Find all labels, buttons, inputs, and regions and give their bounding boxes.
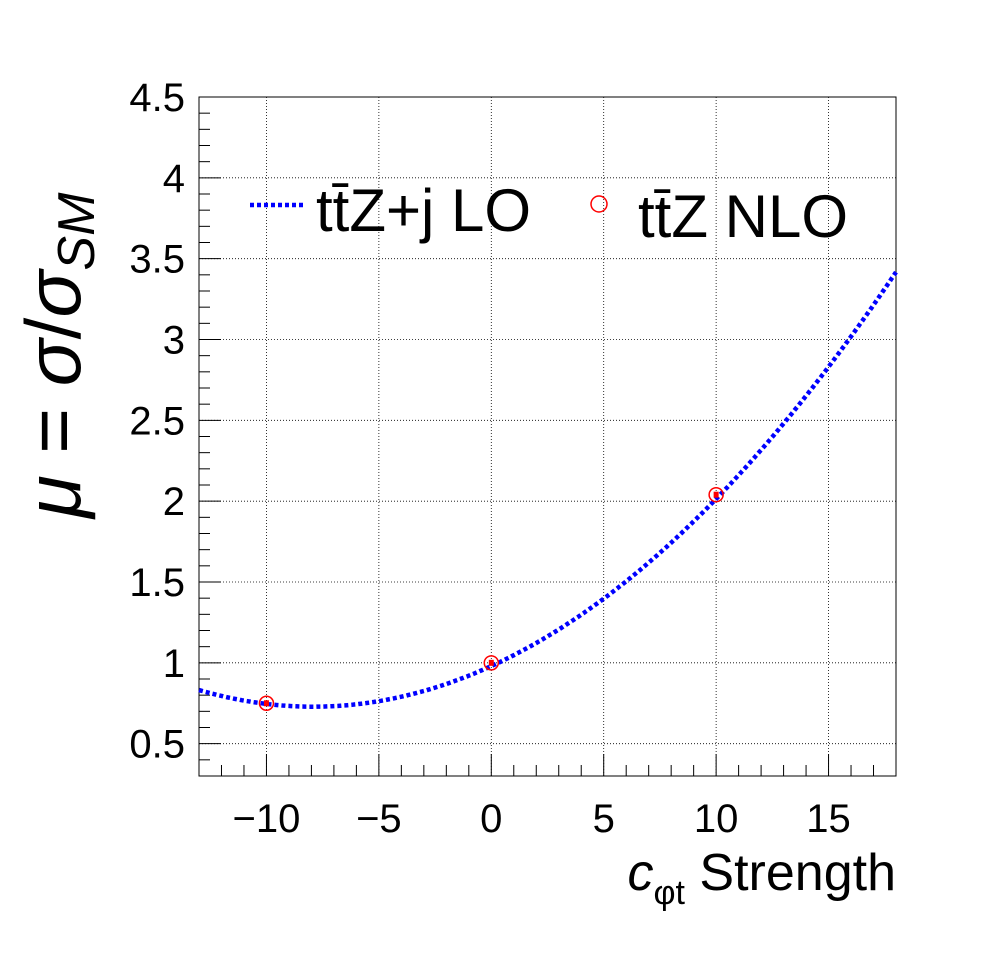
y-tick-label: 0.5: [129, 723, 185, 767]
y-axis-title-mu: μ: [9, 475, 97, 520]
axis-ticks: [198, 96, 897, 777]
y-tick-label: 2: [163, 480, 185, 524]
y-tick-label: 3.5: [129, 238, 185, 282]
series-nlo-points: [258, 486, 724, 711]
y-tick-label: 4.5: [129, 76, 185, 120]
nlo-point-error: [713, 491, 719, 498]
y-axis-title-eq: =: [9, 386, 97, 475]
y-tick-label: 1: [163, 642, 185, 686]
x-tick-labels: −10 −5 0 5 10 15: [233, 797, 851, 841]
legend: tt̄Z+j LO tt̄Z NLO: [250, 177, 848, 250]
x-axis-title: cφt Strength: [627, 844, 896, 912]
y-axis-title-slash: /: [9, 317, 97, 339]
x-tick-label: −5: [356, 797, 402, 841]
y-tick-labels: 0.5 1 1.5 2 2.5 3 3.5 4 4.5: [129, 76, 185, 767]
y-tick-label: 2.5: [129, 399, 185, 443]
y-axis-title-sigma: σ: [9, 336, 97, 386]
x-tick-label: 0: [480, 797, 502, 841]
legend-nlo-marker: [590, 195, 608, 213]
plot-frame: [198, 96, 897, 777]
nlo-point-error: [263, 700, 269, 707]
legend-nlo-label: tt̄Z NLO: [638, 183, 848, 250]
x-axis-title-suffix: Strength: [685, 844, 896, 902]
grid: [199, 96, 896, 776]
x-tick-label: 15: [806, 797, 851, 841]
x-tick-label: 5: [593, 797, 615, 841]
nlo-point-error: [488, 659, 494, 666]
y-tick-label: 4: [163, 157, 185, 201]
x-tick-label: −10: [233, 797, 301, 841]
nlo-point: [483, 655, 500, 671]
nlo-point: [708, 486, 724, 503]
legend-lo-label: tt̄Z+j LO: [316, 177, 531, 244]
y-axis-title-sm: SM: [48, 192, 106, 271]
y-axis-title-group: μ = σ/σSM: [9, 192, 106, 520]
y-axis-title: μ = σ/σSM: [9, 192, 106, 520]
y-tick-label: 1.5: [129, 561, 185, 605]
x-tick-label: 10: [694, 797, 739, 841]
x-axis-title-subscript: φt: [653, 874, 685, 912]
y-axis-title-sigma-sm: σ: [9, 268, 97, 318]
x-axis-title-prefix: c: [627, 844, 653, 902]
nlo-point: [258, 695, 275, 711]
y-tick-label: 3: [163, 319, 185, 363]
